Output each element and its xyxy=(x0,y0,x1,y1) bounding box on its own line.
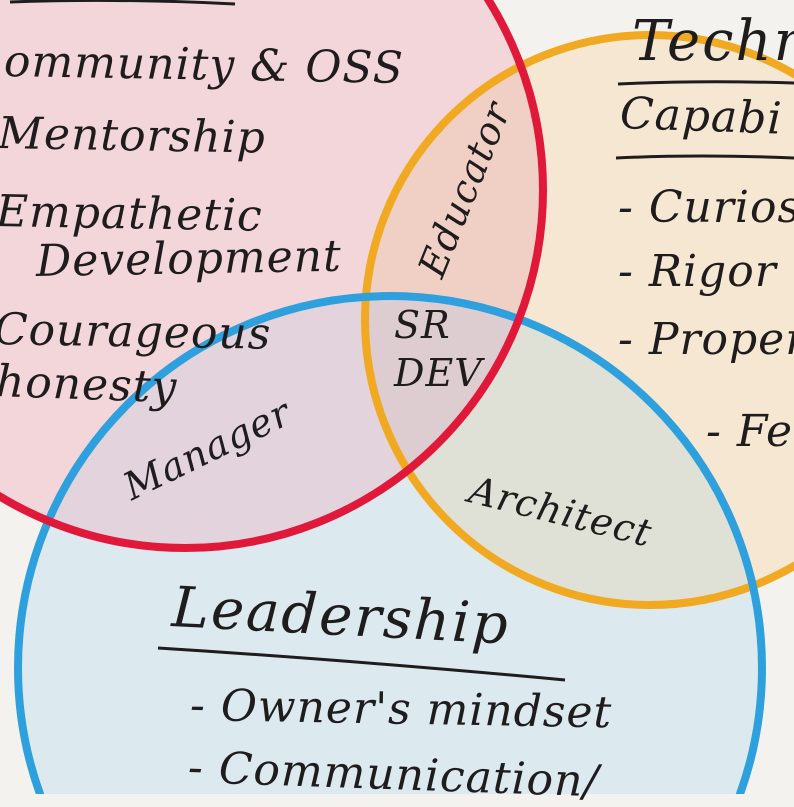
overlap-red-blue-region xyxy=(18,296,543,548)
technical-title-line1: Techn xyxy=(632,9,794,74)
technical-title-underline-1 xyxy=(617,80,794,86)
leadership-item-communication: - Communication/ xyxy=(187,742,601,807)
technical-item-curiosity: - Curios xyxy=(618,182,794,233)
leadership-item-owners-mindset: - Owner's mindset xyxy=(189,680,613,739)
technical-item-propensity: - Propen xyxy=(618,314,794,365)
overlap-orange-blue-region xyxy=(365,296,762,605)
red-item-community-oss: ommunity & OSS xyxy=(3,36,405,94)
leadership-title: Leadership xyxy=(170,575,512,658)
leadership-circle-outline xyxy=(14,292,766,794)
red-item-mentorship: Mentorship xyxy=(0,108,267,164)
red-item-development: Development xyxy=(35,230,343,287)
red-item-empathetic: Empathetic xyxy=(0,186,264,242)
leadership-title-underline xyxy=(157,646,566,682)
underline-top-left xyxy=(9,0,236,6)
technical-circle-outline xyxy=(361,31,794,609)
technical-item-rigor: - Rigor xyxy=(618,246,777,297)
technical-title-line2: Capabi xyxy=(619,88,784,145)
center-label-sr: SR xyxy=(394,303,451,347)
technical-title-underline-2 xyxy=(615,154,794,160)
red-item-courageous: Courageous xyxy=(0,304,272,360)
red-item-honesty: honesty xyxy=(0,356,179,414)
empathy-circle-outline xyxy=(0,0,547,552)
center-label-dev: DEV xyxy=(394,351,483,395)
technical-item-fe: - Fe xyxy=(706,406,794,457)
